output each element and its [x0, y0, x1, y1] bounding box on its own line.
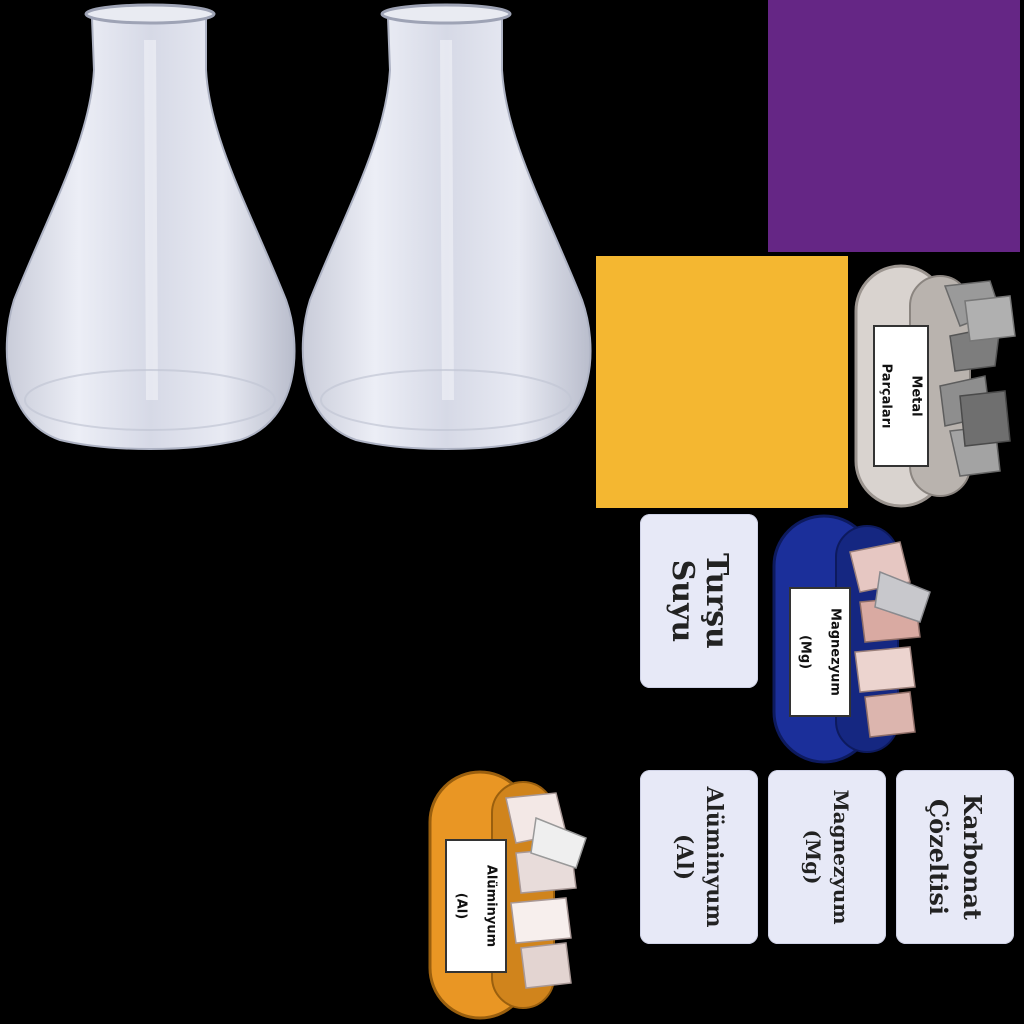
magnesium-dish[interactable]: Magnezyum (Mg)	[770, 512, 940, 768]
label-line-1: Metal	[908, 375, 924, 417]
petri-dish-icon	[854, 264, 1016, 508]
petri-dish-icon	[772, 514, 931, 764]
label-line-2: (Al)	[453, 892, 469, 920]
label-line-1: Magnezyum	[827, 608, 843, 696]
aluminium-dish[interactable]: Alüminyum (Al)	[426, 768, 596, 1024]
flask-icon	[5, 3, 296, 450]
purple-solution-swatch[interactable]	[768, 0, 1020, 252]
card-text: Turşu Suyu	[665, 553, 734, 649]
petri-dish-icon	[428, 770, 587, 1020]
card-line-1: Magnezyum	[829, 789, 853, 925]
card-line-2: (Al)	[671, 833, 697, 881]
card-text: Magnezyum (Mg)	[799, 789, 855, 924]
card-line-2: (Mg)	[801, 829, 825, 885]
card-line-1: Turşu	[699, 553, 734, 649]
erlenmeyer-flask-1[interactable]	[0, 0, 300, 452]
flask-icon	[301, 3, 592, 450]
card-line-2: Çözeltisi	[924, 799, 953, 915]
card-line-1: Alüminyum	[701, 786, 727, 928]
metal-pieces-label: Metal Parçaları	[864, 331, 939, 461]
aluminium-label: Alüminyum (Al)	[439, 844, 514, 968]
label-line-2: Parçaları	[878, 363, 894, 429]
card-text: Alüminyum (Al)	[669, 786, 729, 927]
erlenmeyer-flask-2[interactable]	[296, 0, 596, 452]
yellow-solution-swatch[interactable]	[596, 256, 848, 508]
magnesium-label: Magnezyum (Mg)	[783, 592, 858, 712]
card-karbonat-cozeltisi[interactable]: Karbonat Çözeltisi	[896, 770, 1014, 944]
metal-pieces-dish[interactable]: Metal Parçaları	[850, 256, 1020, 512]
label-line-1: Alüminyum	[483, 864, 499, 948]
card-tursu-suyu[interactable]: Turşu Suyu	[640, 514, 758, 688]
card-text: Karbonat Çözeltisi	[921, 794, 989, 920]
card-aluminyum[interactable]: Alüminyum (Al)	[640, 770, 758, 944]
card-magnezyum[interactable]: Magnezyum (Mg)	[768, 770, 886, 944]
card-line-2: Suyu	[665, 559, 700, 643]
card-line-1: Karbonat	[958, 794, 987, 920]
label-line-2: (Mg)	[797, 634, 813, 670]
